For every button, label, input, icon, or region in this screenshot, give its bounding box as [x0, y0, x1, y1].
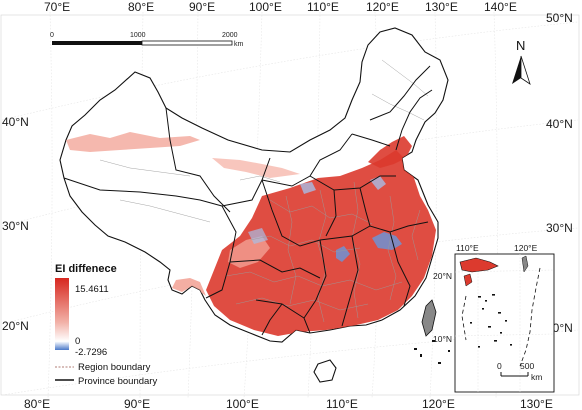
- inset-scale-tick: 0: [497, 361, 502, 371]
- legend-title: EI diffenece: [55, 263, 117, 275]
- legend-max-value: 15.4611: [75, 284, 109, 295]
- scale-unit: km: [234, 41, 244, 48]
- lon-label: 90°E: [124, 397, 150, 410]
- hainan-island: [313, 359, 337, 383]
- lon-label: 90°E: [189, 0, 215, 14]
- legend-min-value: -2.7296: [75, 347, 107, 358]
- scale-tick-label: 2000: [222, 32, 238, 39]
- top-longitude-labels: 70°E 80°E 90°E 100°E 110°E 120°E 130°E 1…: [44, 0, 517, 14]
- inset-lat-label: 10°N: [433, 334, 452, 344]
- lat-label: 30°N: [2, 219, 29, 233]
- lon-label: 100°E: [249, 0, 282, 14]
- ei-increase-light-area: [212, 158, 300, 178]
- south-china-sea-inset: 110°E 120°E 20°N 10°N 0 500 km: [433, 243, 555, 393]
- lon-label: 80°E: [24, 397, 50, 410]
- inset-dashed-line: [519, 267, 541, 367]
- inset-hainan: [463, 273, 473, 287]
- lon-label: 110°E: [326, 397, 358, 410]
- inset-scale-tick: 500: [520, 361, 534, 371]
- ei-increase-area: [368, 136, 412, 168]
- lon-label: 110°E: [307, 0, 339, 14]
- lon-label: 130°E: [425, 0, 458, 14]
- lat-label: 40°N: [546, 117, 573, 131]
- inset-lon-label: 120°E: [514, 243, 538, 253]
- ei-decrease-area: [248, 228, 268, 244]
- inset-islands: [470, 294, 512, 348]
- outlying-islands: [414, 340, 450, 364]
- lon-label: 80°E: [128, 0, 154, 14]
- scale-tick-label: 0: [50, 32, 54, 39]
- inset-lon-label: 110°E: [456, 243, 479, 253]
- lon-label: 120°E: [366, 0, 399, 14]
- legend-province-label: Province boundary: [78, 376, 157, 387]
- inset-taiwan: [521, 255, 529, 273]
- lon-label: 140°E: [484, 0, 517, 14]
- map-frame: [0, 14, 580, 396]
- legend-zero-value: 0: [75, 336, 80, 347]
- lon-label: 70°E: [44, 0, 70, 14]
- lat-label: 30°N: [546, 221, 573, 235]
- bottom-longitude-labels: 80°E 90°E 100°E 110°E 120°E 130°E: [24, 397, 553, 410]
- inset-lat-label: 20°N: [433, 271, 452, 281]
- scale-bar-segment: [141, 40, 233, 46]
- scale-bar-segment: [52, 41, 142, 45]
- legend-region-label: Region boundary: [78, 362, 151, 373]
- lat-label: 20°N: [2, 319, 29, 333]
- north-arrow: N: [512, 38, 531, 85]
- lon-label: 120°E: [422, 397, 455, 410]
- lon-label: 130°E: [520, 397, 553, 410]
- legend-color-ramp: [55, 278, 69, 350]
- province-boundaries: [63, 65, 433, 336]
- scale-tick-label: 1000: [130, 32, 146, 39]
- taiwan-island: [421, 299, 437, 337]
- inset-mainland-coast: [459, 257, 499, 273]
- lat-label: 40°N: [2, 115, 29, 129]
- inset-scale-unit: km: [531, 372, 542, 382]
- ei-increase-light-area: [66, 132, 200, 152]
- lon-label: 100°E: [226, 397, 259, 410]
- lat-label: 50°N: [546, 11, 573, 25]
- ei-increase-light-area: [172, 278, 206, 296]
- scale-bar: 0 1000 2000 km: [50, 32, 244, 48]
- ei-decrease-area: [372, 232, 402, 250]
- region-boundaries: [99, 59, 429, 323]
- left-latitude-labels: 40°N 30°N 20°N: [2, 115, 29, 333]
- north-label: N: [516, 38, 525, 53]
- ei-decrease-area: [300, 182, 316, 194]
- north-arrow-icon: [512, 56, 521, 84]
- legend: EI diffenece 15.4611 0 -2.7296 Region bo…: [55, 263, 157, 387]
